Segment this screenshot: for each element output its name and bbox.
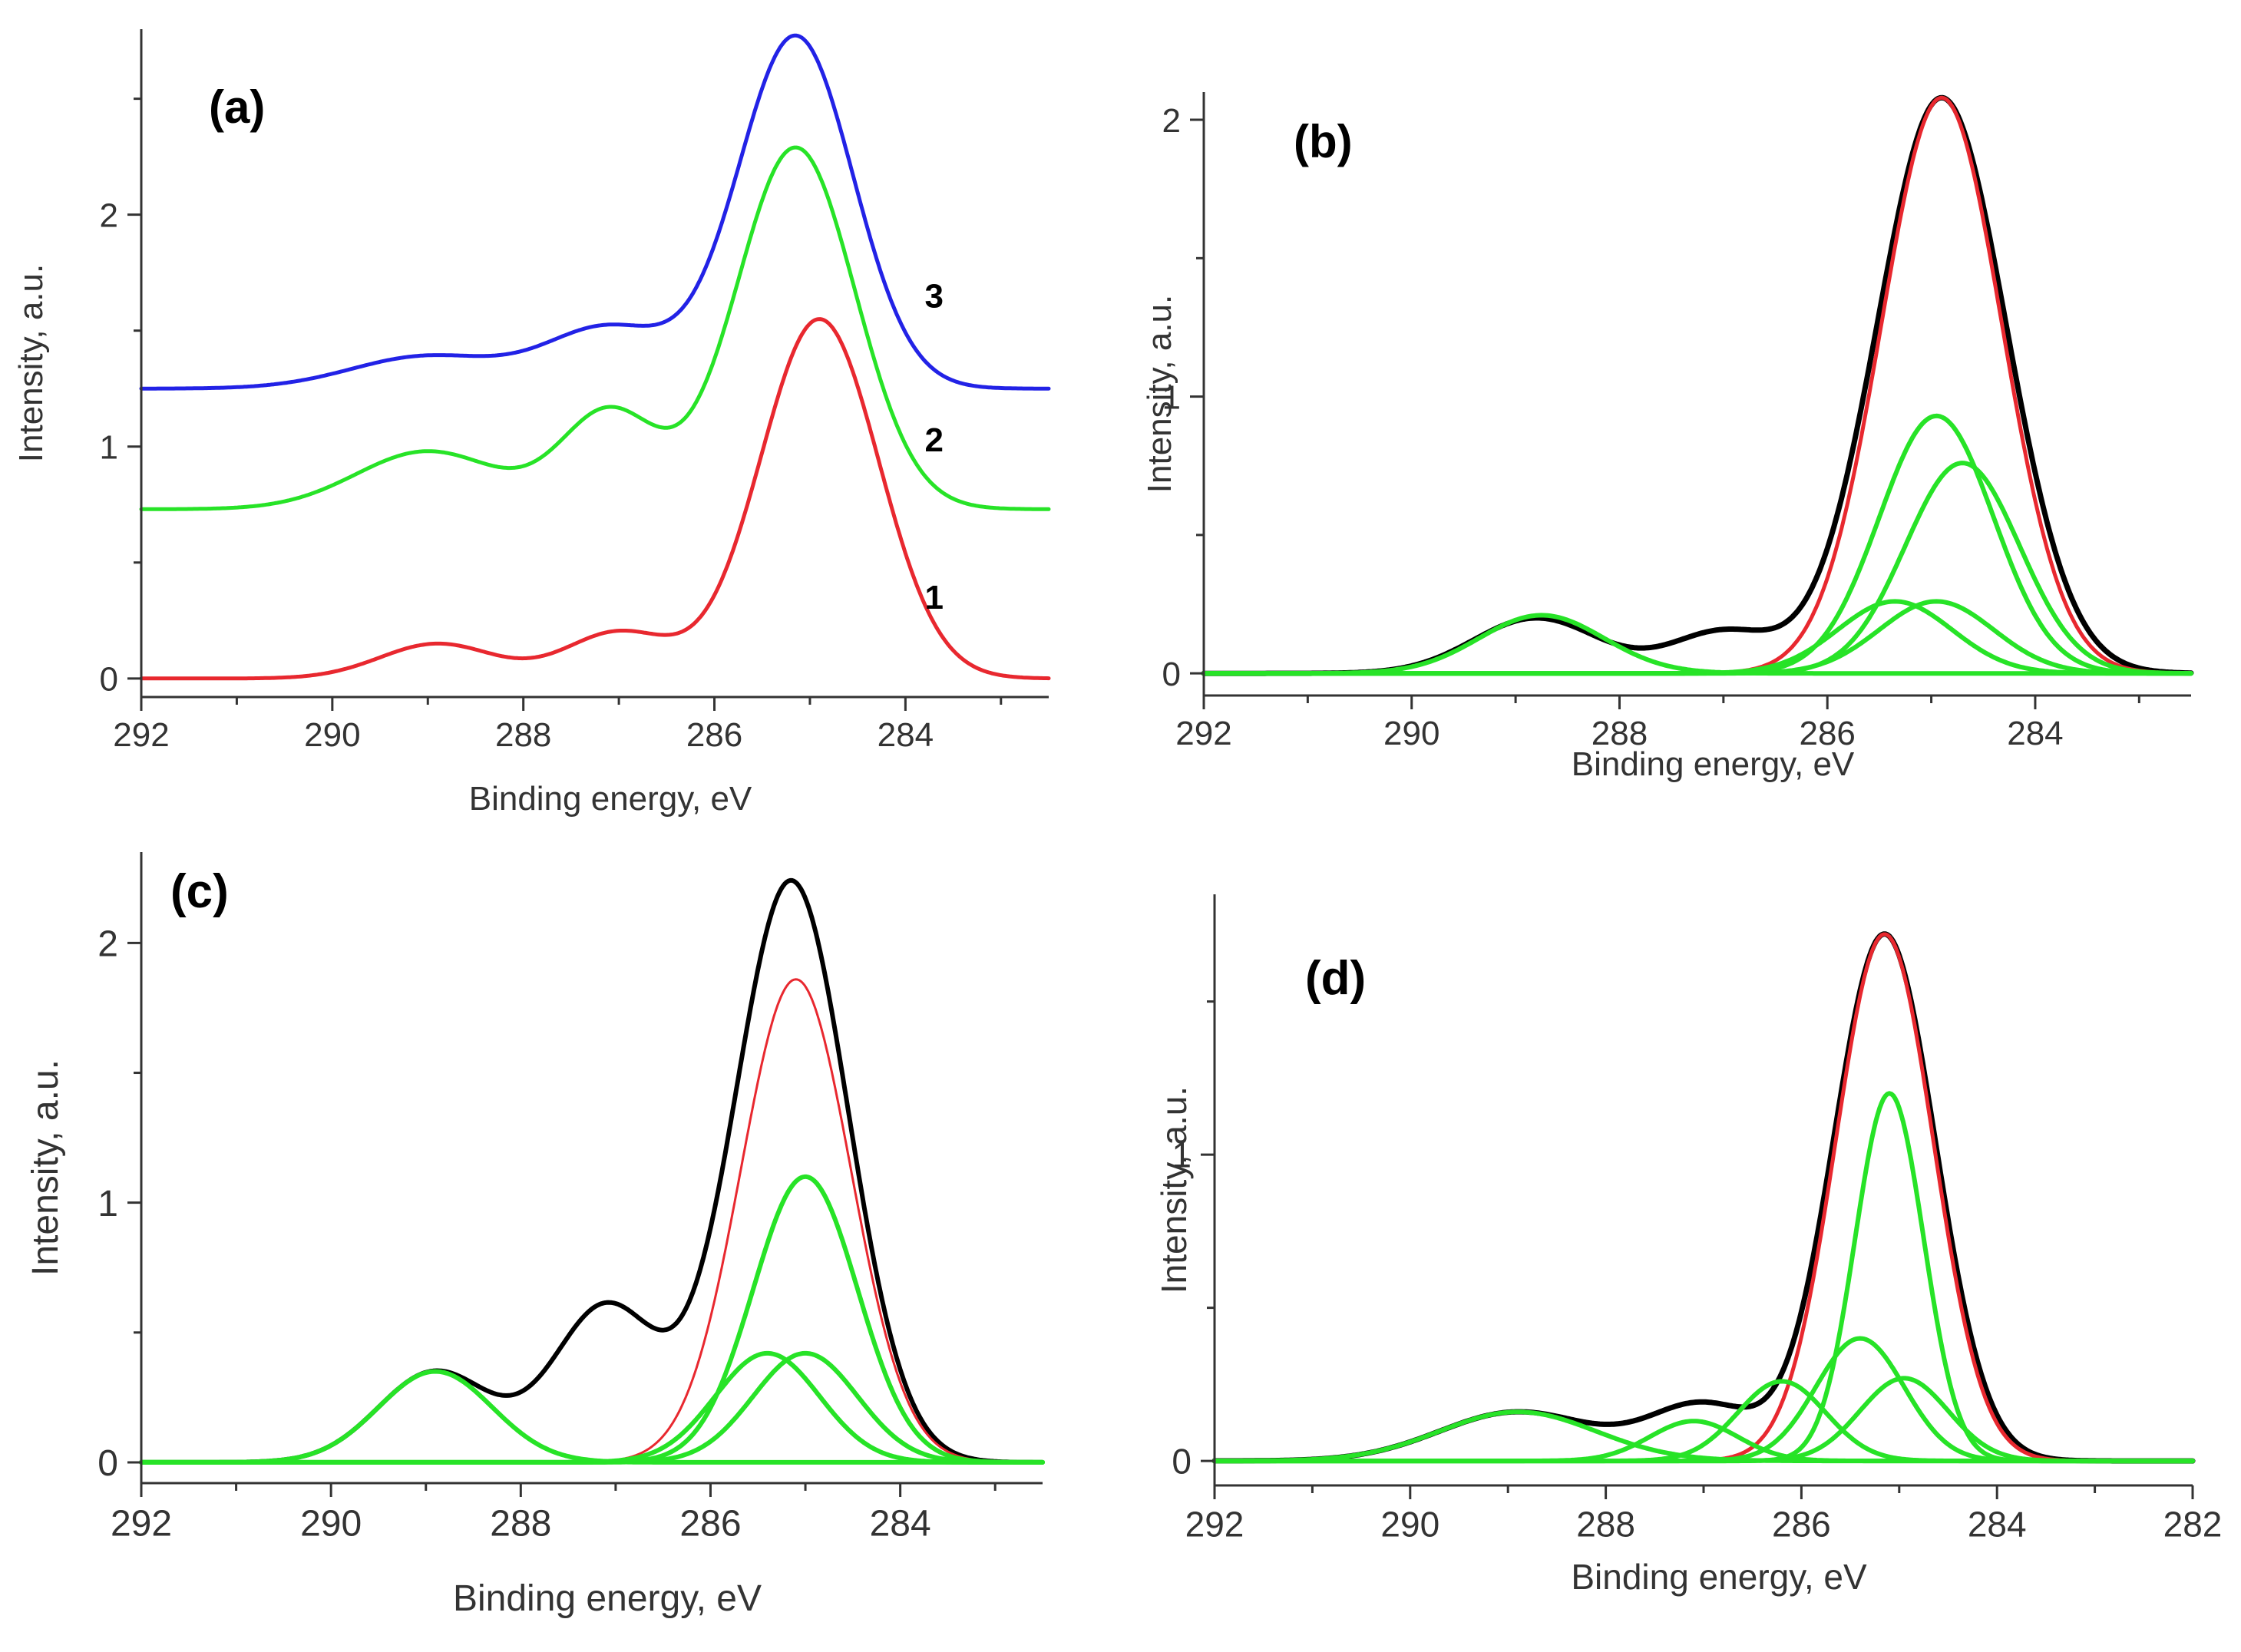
y-axis-title: Intensity, a.u. [1141,295,1178,493]
panel-d: 292 290 288 286 284 282 0 1 Binding energy, eV In… [1154,894,2222,1597]
y-tick-label: 1 [100,429,118,467]
series-component-4-line [1201,599,2193,676]
x-tick-label: 286 [1799,715,1855,752]
curve-label-2: 2 [924,421,943,459]
curve-label-3: 3 [924,278,943,316]
panel-b: 292 290 288 286 284 0 1 2 Binding energy, eV Inte… [1141,92,2194,783]
x-tick-label: 282 [2163,1504,2223,1544]
series-component-2-line [1201,461,2193,676]
x-axis-title: Binding energy, eV [1571,1557,1867,1597]
series-component-1-line [1212,1091,2195,1464]
y-tick-label: 0 [1162,656,1181,693]
x-tick-label: 286 [686,716,742,754]
y-tick-label: 0 [100,661,118,699]
x-tick-label: 290 [304,716,360,754]
x-tick-label: 286 [1772,1504,1831,1544]
x-tick-label: 288 [495,716,551,754]
y-tick-label: 1 [1162,378,1181,416]
x-tick-label: 290 [1380,1504,1439,1544]
series-component-5-line [1201,613,2193,676]
series-3-line [139,33,1051,391]
x-axis-title: Binding energy, eV [469,780,752,818]
panel-label: (d) [1305,952,1366,1005]
x-axis-title: Binding energy, eV [453,1578,762,1619]
series-envelope-line [1201,95,2193,676]
x-tick-label: 292 [111,1503,172,1544]
series-component-3-line [1212,1376,2195,1464]
x-tick-label: 288 [490,1503,551,1544]
y-tick-label: 0 [98,1443,118,1484]
series-experimental-line [139,877,1045,1465]
y-axis-title: Intensity, a.u. [25,1059,66,1276]
panel-label: (c) [170,865,229,918]
y-tick-label: 1 [98,1184,118,1224]
y-axis-title: Intensity, a.u. [12,264,50,462]
series-component-4-line [139,1369,1045,1465]
series-component-1-line [139,1174,1045,1465]
x-tick-label: 292 [1185,1504,1244,1544]
series-component-6-line [1212,1409,2195,1464]
y-tick-label: 2 [1162,102,1181,140]
x-tick-label: 284 [2007,715,2063,752]
series-component-3-line [139,1350,1045,1465]
x-tick-label: 292 [1175,715,1231,752]
series-1-line [139,317,1051,681]
x-tick-label: 286 [679,1503,741,1544]
panel-label: (a) [209,81,265,133]
x-tick-label: 284 [1968,1504,2027,1544]
x-tick-label: 292 [113,716,169,754]
x-tick-label: 288 [1592,715,1648,752]
y-axis-title: Intensity, a.u. [1154,1086,1194,1294]
curve-label-1: 1 [924,579,943,616]
x-tick-label: 290 [300,1503,362,1544]
y-tick-label: 1 [1172,1135,1192,1175]
panel-label: (b) [1294,116,1353,167]
panel-c: 292 290 288 286 284 0 1 2 Binding energy, eV Inte… [25,852,1045,1619]
x-axis-title: Binding energy, eV [1572,745,1855,783]
x-tick-label: 290 [1383,715,1439,752]
series-experimental-line [1201,94,2194,676]
y-tick-label: 0 [1172,1442,1192,1482]
panel-a: 292 290 288 286 284 0 1 2 Binding energy, eV Inte… [12,29,1051,818]
x-tick-label: 288 [1576,1504,1635,1544]
series-envelope-line [1212,932,2195,1463]
x-tick-label: 284 [870,1503,931,1544]
y-tick-label: 2 [98,924,118,965]
y-tick-label: 2 [100,197,118,235]
series-experimental-line [1211,931,2196,1464]
series-2-line [139,145,1051,511]
x-tick-label: 284 [878,716,934,754]
